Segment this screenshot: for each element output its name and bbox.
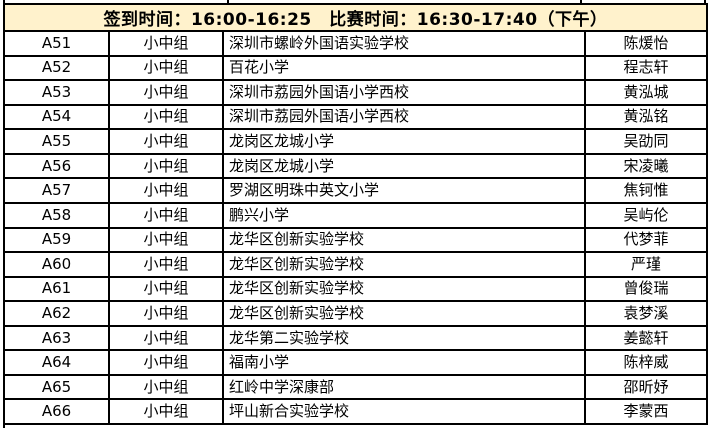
group-cell: 小中组 (110, 130, 224, 153)
grid-line-fragment (580, 0, 582, 4)
table-row: A66 小中组 坪山新合实验学校 李蒙西 (5, 398, 706, 423)
table-row: A62 小中组 龙华区创新实验学校 袁梦溪 (5, 300, 706, 325)
group-cell: 小中组 (110, 81, 224, 104)
contestant-id-cell: A58 (5, 203, 110, 227)
contestant-id-cell: A61 (5, 277, 110, 301)
contestant-name-cell: 曾俊瑞 (623, 279, 669, 298)
contestant-name-cell: 姜懿轩 (623, 328, 669, 347)
school-cell: 福南小学 (224, 351, 586, 374)
school-cell: 龙华区创新实验学校 (224, 253, 586, 276)
contestant-name-cell: 黄泓城 (623, 82, 669, 101)
time-banner-text: 签到时间：16:00-16:25 比赛时间：16:30-17:40（下午） (103, 10, 608, 30)
school-cell: 龙华区创新实验学校 (224, 302, 586, 325)
school-cell: 龙岗区龙城小学 (224, 154, 586, 178)
table-row: A63 小中组 龙华第二实验学校 姜懿轩 (5, 324, 706, 350)
school-cell: 龙华区创新实验学校 (224, 277, 586, 301)
school-cell: 龙华第二实验学校 (224, 326, 586, 350)
contestant-name-cell: 吴屿伦 (623, 205, 669, 224)
school-cell: 深圳市荔园外国语小学西校 (224, 105, 586, 129)
group-cell: 小中组 (110, 228, 224, 252)
school-cell: 罗湖区明珠中英文小学 (224, 179, 586, 202)
group-cell: 小中组 (110, 375, 224, 399)
table-row: A59 小中组 龙华区创新实验学校 代梦菲 (5, 226, 706, 252)
table-row: A52 小中组 百花小学 程志轩 (5, 54, 706, 80)
table-row: A58 小中组 鹏兴小学 吴屿伦 (5, 201, 706, 227)
contestant-id-cell: A53 (5, 81, 110, 104)
grid-line-fragment (227, 0, 229, 4)
table-row: A65 小中组 红岭中学深康部 邵昕妤 (5, 373, 706, 399)
contestant-name-cell: 陈煖怡 (623, 33, 669, 52)
group-cell: 小中组 (110, 56, 224, 80)
contestant-name-cell: 李蒙西 (623, 402, 669, 421)
contestant-name-cell: 袁梦溪 (623, 303, 669, 322)
grid-line-fragment (3, 0, 5, 4)
contestant-name-cell: 吴劭同 (623, 132, 669, 151)
contestant-name-cell: 黄泓铭 (623, 107, 669, 126)
contestant-id-cell: A52 (5, 56, 110, 80)
grid-line-fragment (704, 0, 706, 4)
contestant-name-cell: 陈梓威 (623, 353, 669, 372)
school-cell: 百花小学 (224, 56, 586, 80)
contestant-id-cell: A57 (5, 179, 110, 202)
school-cell: 龙岗区龙城小学 (224, 130, 586, 153)
school-cell: 龙华区创新实验学校 (224, 228, 586, 252)
contestant-id-cell: A51 (5, 32, 110, 55)
group-cell: 小中组 (110, 302, 224, 325)
contestant-id-cell: A59 (5, 228, 110, 252)
school-cell: 坪山新合实验学校 (224, 400, 586, 423)
group-cell: 小中组 (110, 32, 224, 55)
table-row: A51 小中组 深圳市螺岭外国语实验学校 陈煖怡 (5, 30, 706, 55)
contestant-id-cell: A64 (5, 351, 110, 374)
table-row: A55 小中组 龙岗区龙城小学 吴劭同 (5, 128, 706, 153)
group-cell: 小中组 (110, 179, 224, 202)
contestant-id-cell: A60 (5, 253, 110, 276)
table-row: A54 小中组 深圳市荔园外国语小学西校 黄泓铭 (5, 103, 706, 129)
table-body: A51 小中组 深圳市螺岭外国语实验学校 陈煖怡 A52 小中组 百花小学 程志… (5, 30, 706, 423)
grid-line-fragment (3, 425, 5, 428)
contestant-id-cell: A55 (5, 130, 110, 153)
schedule-table: 签到时间：16:00-16:25 比赛时间：16:30-17:40（下午） A5… (3, 3, 708, 425)
school-cell: 鹏兴小学 (224, 203, 586, 227)
contestant-id-cell: A65 (5, 375, 110, 399)
contestant-id-cell: A62 (5, 302, 110, 325)
group-cell: 小中组 (110, 154, 224, 178)
group-cell: 小中组 (110, 400, 224, 423)
school-cell: 深圳市荔园外国语小学西校 (224, 81, 586, 104)
contestant-id-cell: A63 (5, 326, 110, 350)
contestant-name-cell: 严瑾 (630, 254, 661, 273)
group-cell: 小中组 (110, 203, 224, 227)
school-cell: 红岭中学深康部 (224, 375, 586, 399)
table-row: A57 小中组 罗湖区明珠中英文小学 焦钶惟 (5, 177, 706, 202)
group-cell: 小中组 (110, 351, 224, 374)
group-cell: 小中组 (110, 326, 224, 350)
table-row: A60 小中组 龙华区创新实验学校 严瑾 (5, 251, 706, 276)
contestant-name-cell: 邵昕妤 (623, 377, 669, 396)
group-cell: 小中组 (110, 277, 224, 301)
time-banner: 签到时间：16:00-16:25 比赛时间：16:30-17:40（下午） (5, 5, 706, 30)
contestant-name-cell: 焦钶惟 (623, 181, 669, 200)
contestant-id-cell: A56 (5, 154, 110, 178)
contestant-name-cell: 程志轩 (623, 58, 669, 77)
group-cell: 小中组 (110, 253, 224, 276)
contestant-name-cell: 代梦菲 (623, 230, 669, 249)
contestant-id-cell: A66 (5, 400, 110, 423)
contestant-id-cell: A54 (5, 105, 110, 129)
table-row: A53 小中组 深圳市荔园外国语小学西校 黄泓城 (5, 79, 706, 104)
table-row: A61 小中组 龙华区创新实验学校 曾俊瑞 (5, 275, 706, 301)
table-row: A56 小中组 龙岗区龙城小学 宋凌曦 (5, 152, 706, 178)
contestant-name-cell: 宋凌曦 (623, 156, 669, 175)
school-cell: 深圳市螺岭外国语实验学校 (224, 32, 586, 55)
group-cell: 小中组 (110, 105, 224, 129)
table-row: A64 小中组 福南小学 陈梓威 (5, 349, 706, 374)
